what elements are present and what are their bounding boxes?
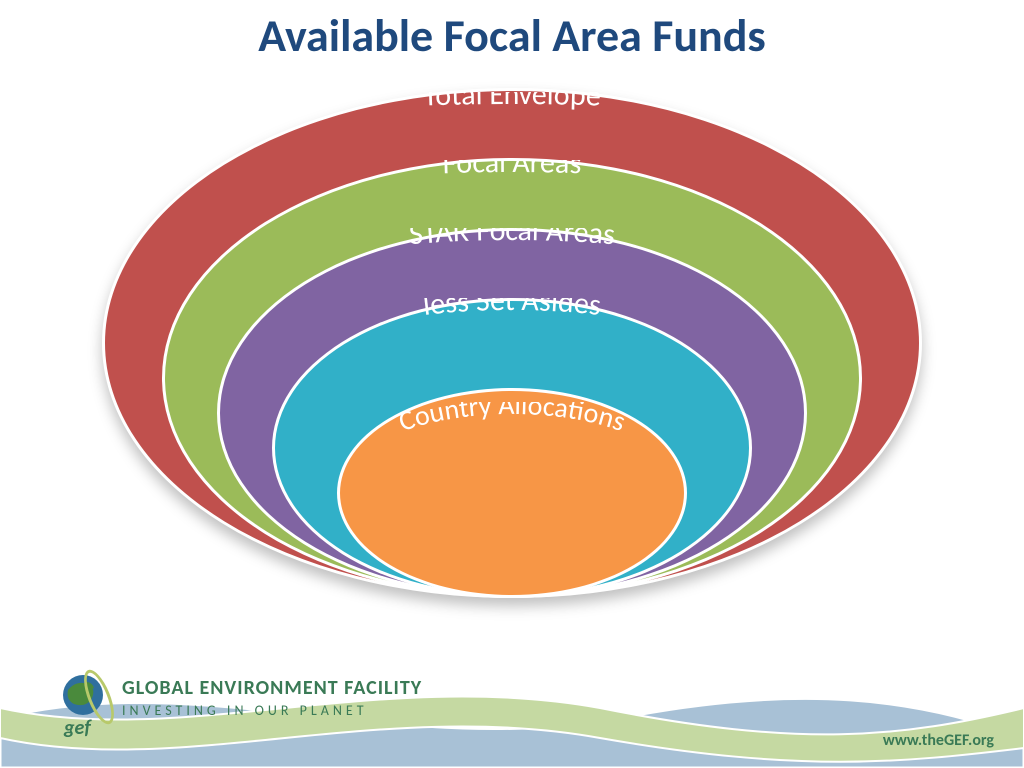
footer-url: www.theGEF.org	[883, 731, 994, 750]
org-text: GLOBAL ENVIRONMENT FACILITY INVESTING IN…	[122, 676, 422, 719]
org-logo: GLOBAL ENVIRONMENT FACILITY INVESTING IN…	[58, 672, 422, 722]
gef-tag: gef	[64, 716, 91, 740]
venn-layer-4	[337, 388, 687, 598]
slide: Available Focal Area Funds Total Envelop…	[0, 0, 1024, 768]
slide-title: Available Focal Area Funds	[0, 8, 1024, 64]
globe-icon	[58, 672, 108, 722]
org-name: GLOBAL ENVIRONMENT FACILITY	[122, 676, 422, 700]
footer: GLOBAL ENVIRONMENT FACILITY INVESTING IN…	[0, 608, 1024, 768]
org-tagline: INVESTING IN OUR PLANET	[122, 702, 422, 719]
stacked-venn-diagram: Total EnvelopeFocal AreasSTAR Focal Area…	[102, 88, 922, 598]
